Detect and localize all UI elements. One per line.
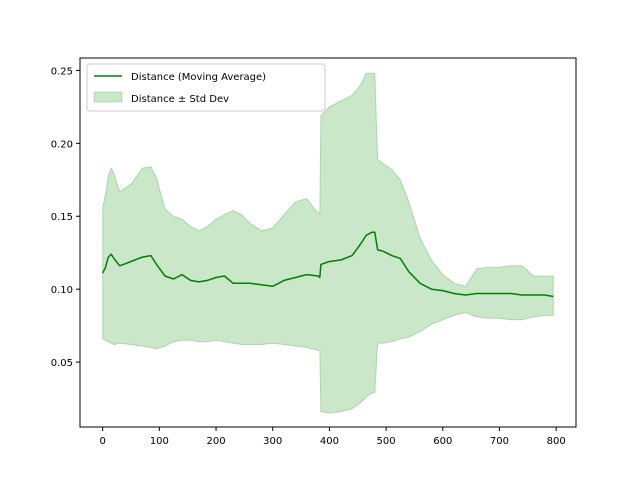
- moving-average-line: [102, 231, 554, 298]
- std-dev-band: [102, 72, 554, 414]
- x-tick-label: 300: [263, 436, 282, 447]
- legend-band-swatch: [93, 91, 123, 103]
- x-axis-ticks: 0 100 200 300 400 500 600 700 800: [99, 427, 566, 447]
- x-tick-label: 500: [377, 436, 396, 447]
- x-tick-label: 800: [547, 436, 566, 447]
- y-tick-label: 0.20: [51, 139, 73, 150]
- x-tick-label: 0: [99, 436, 105, 447]
- x-tick-label: 400: [320, 436, 339, 447]
- x-tick-label: 700: [490, 436, 509, 447]
- y-tick-label: 0.15: [51, 212, 73, 223]
- y-axis-ticks: 0.05 0.10 0.15 0.20 0.25: [51, 66, 80, 369]
- legend-frame: [86, 63, 326, 112]
- x-tick-label: 100: [150, 436, 169, 447]
- x-tick-label: 600: [433, 436, 452, 447]
- legend-label-std-dev: Distance ± Std Dev: [131, 94, 229, 105]
- legend: Distance (Moving Average) Distance ± Std…: [86, 63, 326, 112]
- x-tick-label: 200: [206, 436, 225, 447]
- plot-area: [102, 72, 554, 414]
- axes-frame: [79, 57, 577, 428]
- legend-label-moving-average: Distance (Moving Average): [131, 72, 266, 83]
- y-tick-label: 0.25: [51, 66, 73, 77]
- y-tick-label: 0.10: [51, 285, 73, 296]
- y-tick-label: 0.05: [51, 358, 73, 369]
